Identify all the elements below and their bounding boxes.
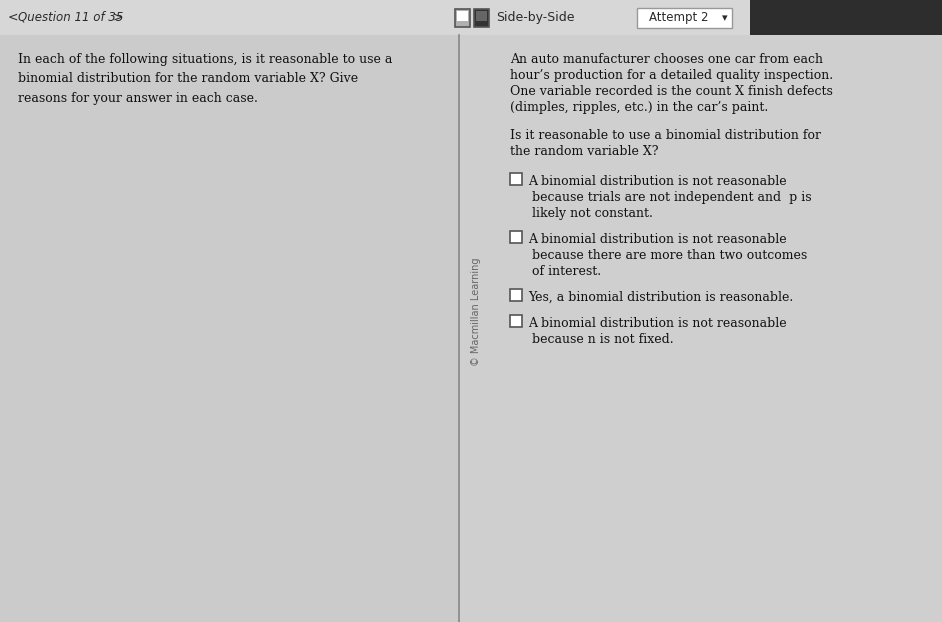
Text: hour’s production for a detailed quality inspection.: hour’s production for a detailed quality… [510, 69, 833, 82]
Text: Question 11 of 35: Question 11 of 35 [18, 11, 123, 24]
Bar [0, 35, 459, 622]
Text: the random variable X?: the random variable X? [510, 145, 658, 158]
Text: likely not constant.: likely not constant. [532, 207, 653, 220]
Bar [459, 35, 942, 622]
Text: because trials are not independent and  p is: because trials are not independent and p… [532, 191, 812, 204]
Bar [474, 9, 489, 27]
Text: A binomial distribution is not reasonable: A binomial distribution is not reasonabl… [528, 233, 787, 246]
Bar [510, 315, 522, 327]
Text: because n is not fixed.: because n is not fixed. [532, 333, 674, 346]
Bar [750, 0, 942, 35]
Text: Attempt 2: Attempt 2 [649, 11, 708, 24]
Bar [510, 289, 522, 301]
Text: Side-by-Side: Side-by-Side [496, 11, 575, 24]
Text: because there are more than two outcomes: because there are more than two outcomes [532, 249, 807, 262]
Bar [0, 0, 942, 35]
Text: of interest.: of interest. [532, 265, 601, 278]
Text: <: < [8, 11, 19, 24]
Text: A binomial distribution is not reasonable: A binomial distribution is not reasonabl… [528, 317, 787, 330]
Text: In each of the following situations, is it reasonable to use a
binomial distribu: In each of the following situations, is … [18, 53, 393, 105]
Text: A binomial distribution is not reasonable: A binomial distribution is not reasonabl… [528, 175, 787, 188]
Text: © Macmillan Learning: © Macmillan Learning [471, 258, 481, 366]
Bar [476, 11, 487, 21]
Bar [455, 9, 470, 27]
Text: ▾: ▾ [723, 13, 728, 23]
Text: >: > [113, 11, 123, 24]
Text: (dimples, ripples, etc.) in the car’s paint.: (dimples, ripples, etc.) in the car’s pa… [510, 101, 769, 114]
Bar [510, 231, 522, 243]
Bar [510, 173, 522, 185]
Text: An auto manufacturer chooses one car from each: An auto manufacturer chooses one car fro… [510, 53, 823, 66]
Text: Yes, a binomial distribution is reasonable.: Yes, a binomial distribution is reasonab… [528, 291, 793, 304]
Text: One variable recorded is the count X finish defects: One variable recorded is the count X fin… [510, 85, 833, 98]
Text: Is it reasonable to use a binomial distribution for: Is it reasonable to use a binomial distr… [510, 129, 821, 142]
Bar [637, 8, 732, 28]
Bar [457, 11, 468, 21]
